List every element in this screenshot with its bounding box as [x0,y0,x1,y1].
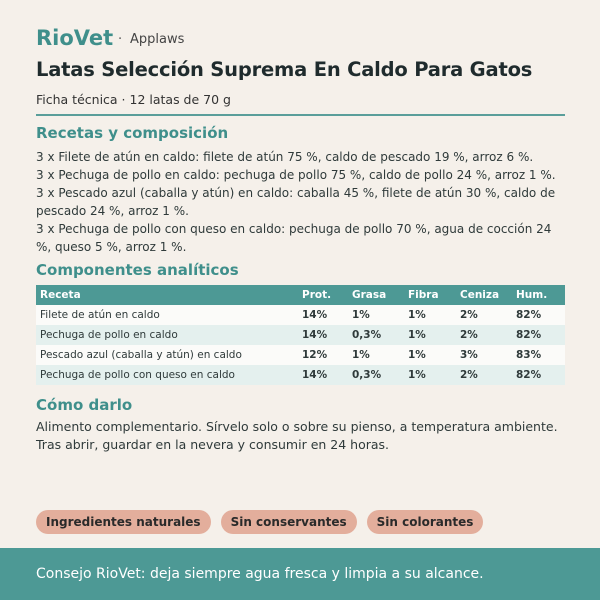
table-value: 12% [298,345,348,365]
table-value: 1% [404,345,456,365]
table-row: Pescado azul (caballa y atún) en caldo 12… [36,345,565,365]
table-value: 82% [512,325,565,345]
composition-item: 3 x Filete de atún en caldo: filete de a… [36,150,534,164]
table-value: 14% [298,325,348,345]
table-value: 3% [456,345,512,365]
tag: Ingredientes naturales [36,510,211,534]
table-value: 1% [404,365,456,385]
section-heading: Componentes analíticos [36,261,239,279]
footer [0,548,600,600]
subtitle: Ficha técnica · 12 latas de 70 g [36,92,231,107]
table-value: 82% [512,305,565,325]
table-row: Pechuga de pollo con queso en caldo 14% 0,… [36,365,565,385]
tag: Sin colorantes [366,510,484,534]
table-value: 0,3% [348,325,404,345]
recipe-name: Pescado azul (caballa y atún) en caldo [36,345,298,365]
table-value: 2% [456,305,512,325]
composition-list: 3 x Filete de atún en caldo: filete de a… [36,148,566,256]
table-value: 2% [456,365,512,385]
usage-text: Alimento complementario. Sírvelo solo o … [36,419,558,452]
table-value: 1% [404,325,456,345]
composition-item: 3 x Pechuga de pollo con queso en caldo:… [36,222,552,254]
recipe-name: Pechuga de pollo en caldo [36,325,298,345]
analysis-table: Receta Prot. Grasa Fibra Ceniza Hum. Filete de… [36,285,565,385]
recipe-name: Pechuga de pollo con queso en caldo [36,365,298,385]
section-heading: Cómo darlo [36,396,133,414]
composition-item: 3 x Pescado azul (caballa y atún) en cal… [36,186,556,218]
table-value: 82% [512,365,565,385]
table-row: Pechuga de pollo en caldo 14% 0,3% 1% 2% 82% [36,325,565,345]
tags: Ingredientes naturales Sin conservantes Si… [36,510,484,534]
tag: Sin conservantes [220,510,357,534]
table-value: 1% [348,305,404,325]
table-value: 14% [298,305,348,325]
footer-text: Consejo RioVet: deja siempre agua fresca… [36,566,484,582]
table-row: Filete de atún en caldo 14% 1% 1% 2% 82% [36,305,565,325]
maker: Applaws [130,32,185,47]
table-value: 1% [348,345,404,365]
column-header: Grasa [348,285,404,305]
recipe-name: Filete de atún en caldo [36,305,298,325]
column-header: Prot. [298,285,348,305]
section-heading: Recetas y composición [36,124,229,142]
brand: RioVet [36,26,114,50]
column-header: Receta [36,285,298,305]
table-value: 83% [512,345,565,365]
table-value: 2% [456,325,512,345]
column-header: Fibra [404,285,456,305]
table-value: 1% [404,305,456,325]
divider [36,114,565,116]
table-value: 0,3% [348,365,404,385]
title: Latas Selección Suprema En Caldo Para Ga… [36,58,533,81]
separator: · [118,32,123,47]
column-header: Ceniza [456,285,512,305]
composition-item: 3 x Pechuga de pollo en caldo: pechuga d… [36,168,556,182]
table-value: 14% [298,365,348,385]
column-header: Hum. [512,285,565,305]
